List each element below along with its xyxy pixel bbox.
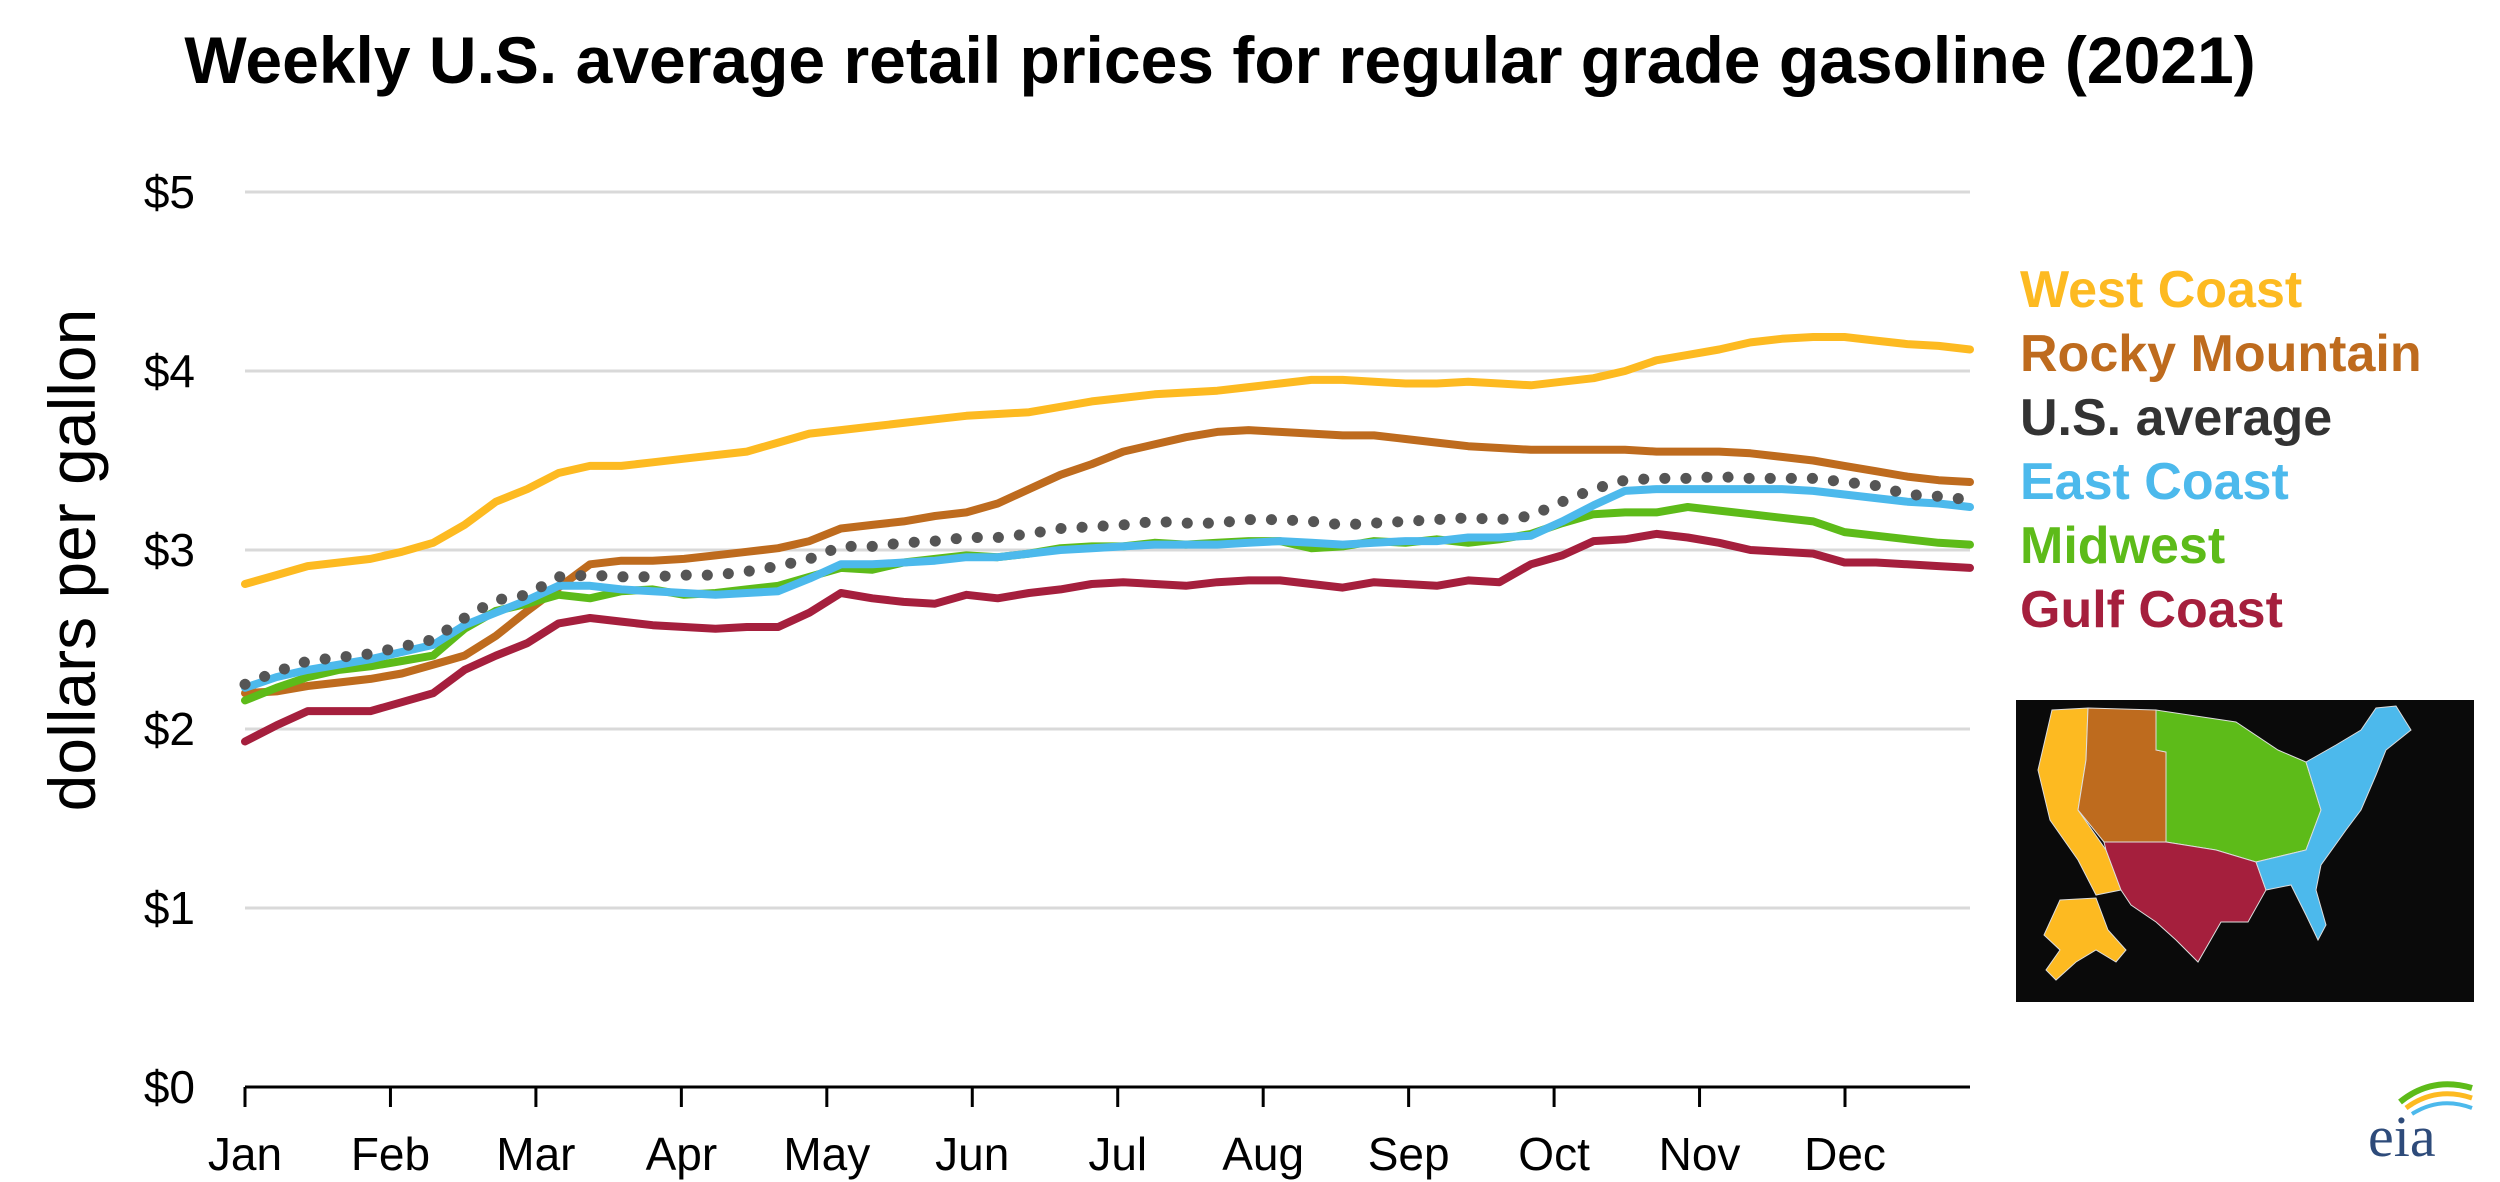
x-axis: Jan Feb Mar Apr May Jun Jul Aug Sep Oct Nov Dec [208,1085,1970,1180]
legend-item-rocky-mountain: Rocky Mountain [2020,325,2422,383]
series-lines [239,333,1976,746]
logo-text: eia [2368,1104,2436,1169]
y-tick-label: $0 [144,1061,195,1113]
x-tick-label: Nov [1659,1128,1741,1180]
series-line-rocky-mountain [241,426,1974,698]
legend-item-midwest: Midwest [2020,517,2226,575]
legend-item-east-coast: East Coast [2020,453,2289,511]
map-region-east-coast [2255,705,2412,942]
series-line-west-coast [241,333,1974,588]
x-tick-label: Aug [1222,1128,1304,1180]
y-tick-label: $3 [144,524,195,576]
series-line-east-coast [241,485,1974,692]
y-tick-labels: $0 $1 $2 $3 $4 $5 [144,166,195,1113]
series-line-gulf-coast [241,529,1974,746]
series-line-u-s-average [239,471,1976,690]
x-tick-label: May [783,1128,870,1180]
map-region-gulf-coast [2103,841,2267,963]
legend-item-gulf-coast: Gulf Coast [2020,581,2283,639]
map-region-rocky-mountain [2077,707,2167,843]
x-tick-label: Oct [1518,1128,1590,1180]
y-tick-label: $2 [144,703,195,755]
logo-swoosh-blue [2410,1101,2473,1116]
x-tick-label: Dec [1804,1128,1886,1180]
legend-item-west-coast: West Coast [2020,261,2303,319]
y-tick-label: $1 [144,882,195,934]
legend-item-u-s-average: U.S. average [2020,389,2333,447]
eia-logo: eia [2368,1081,2473,1169]
x-tick-label: Jan [208,1128,282,1180]
x-tick-label: Feb [351,1128,430,1180]
x-tick-label: Apr [646,1128,718,1180]
y-tick-label: $5 [144,166,195,218]
y-tick-label: $4 [144,345,195,397]
chart-title: Weekly U.S. average retail prices for re… [184,23,2256,97]
x-tick-label: Sep [1368,1128,1450,1180]
logo-swoosh-green [2398,1081,2473,1105]
x-tick-label: Mar [496,1128,575,1180]
us-region-map [2016,700,2474,1002]
map-region-midwest [2155,709,2322,863]
legend: West Coast Rocky Mountain U.S. average East… [2020,258,2422,642]
x-tick-label: Jun [935,1128,1009,1180]
x-tick-label: Jul [1088,1128,1147,1180]
map-region-alaska [2043,897,2127,981]
logo-swoosh-yellow [2404,1091,2473,1111]
